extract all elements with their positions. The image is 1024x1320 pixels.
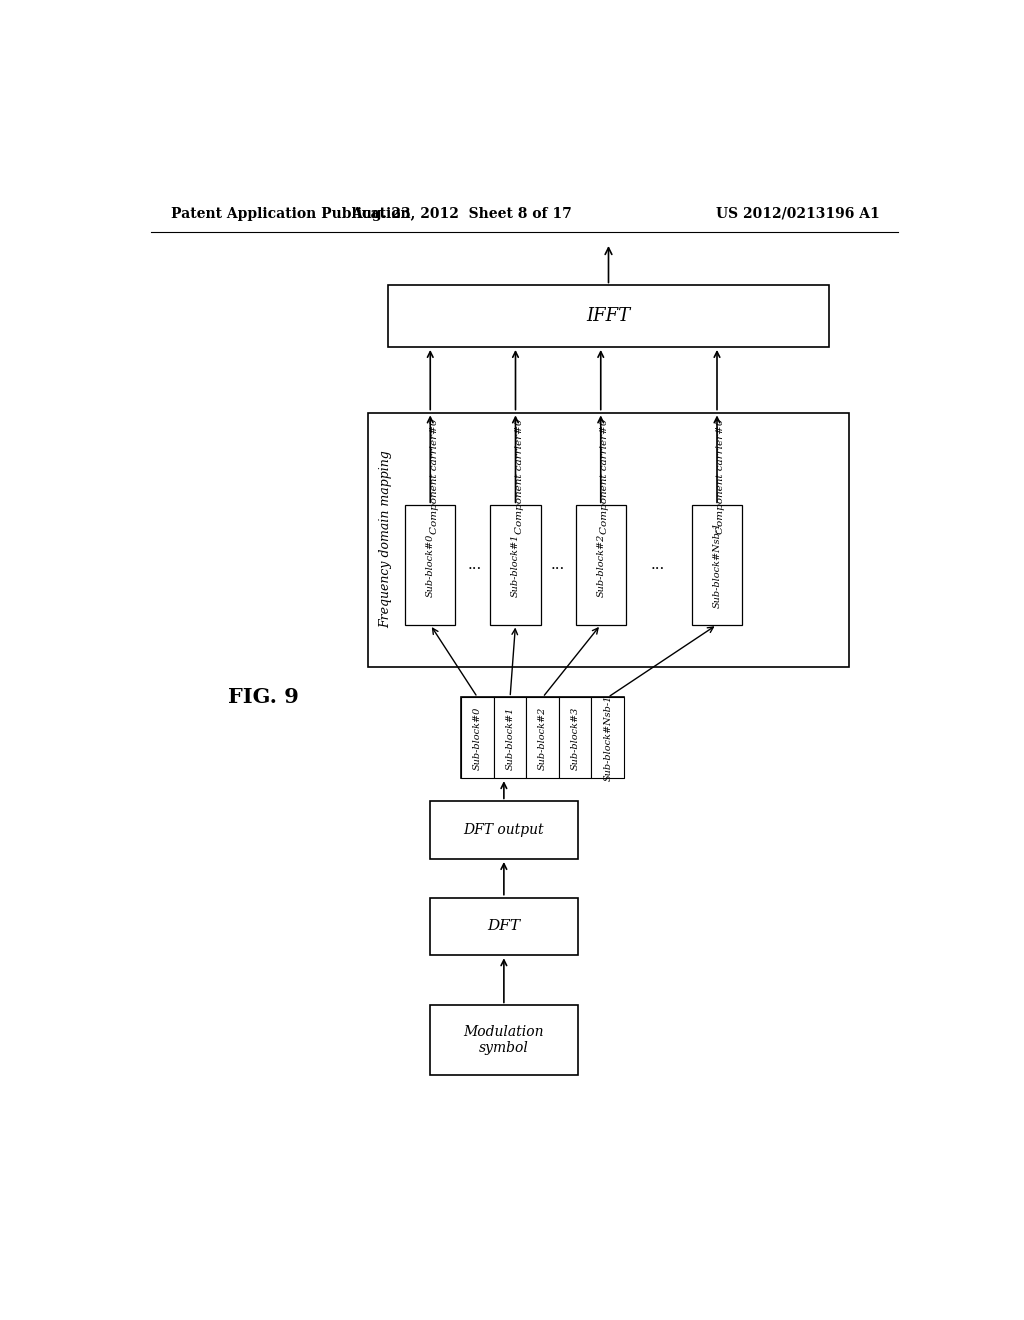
Text: Sub-block#0: Sub-block#0 — [426, 533, 435, 597]
Bar — [369, 412, 849, 667]
Text: ...: ... — [468, 558, 482, 572]
Text: Frequency domain mapping: Frequency domain mapping — [379, 450, 392, 628]
Text: FIG. 9: FIG. 9 — [228, 688, 299, 708]
Text: Sub-block#Nsb-1: Sub-block#Nsb-1 — [713, 521, 722, 609]
Text: Sub-block#2: Sub-block#2 — [539, 706, 547, 770]
Text: Sub-block#0: Sub-block#0 — [473, 706, 482, 770]
Text: IFFT: IFFT — [587, 308, 631, 325]
Text: Component carrier#0: Component carrier#0 — [515, 418, 524, 533]
Bar — [575, 506, 626, 624]
Text: Sub-block#1: Sub-block#1 — [506, 706, 515, 770]
Text: DFT output: DFT output — [464, 824, 544, 837]
Bar — [406, 506, 456, 624]
Text: Aug. 23, 2012  Sheet 8 of 17: Aug. 23, 2012 Sheet 8 of 17 — [351, 207, 571, 220]
Text: DFT: DFT — [487, 920, 520, 933]
Text: US 2012/0213196 A1: US 2012/0213196 A1 — [716, 207, 880, 220]
Bar — [461, 697, 494, 779]
Bar — [526, 697, 559, 779]
Text: Patent Application Publication: Patent Application Publication — [171, 207, 411, 220]
Bar — [592, 697, 624, 779]
Text: Sub-block#2: Sub-block#2 — [596, 533, 605, 597]
Bar — [692, 506, 742, 624]
Bar — [430, 801, 578, 859]
Text: Component carrier#0: Component carrier#0 — [717, 418, 725, 533]
Text: ...: ... — [650, 558, 665, 572]
Bar — [388, 285, 829, 347]
Bar — [430, 1006, 578, 1074]
Bar — [490, 506, 541, 624]
Bar — [494, 697, 526, 779]
Text: Modulation
symbol: Modulation symbol — [464, 1024, 544, 1055]
Bar — [430, 898, 578, 956]
Text: ...: ... — [551, 558, 565, 572]
Text: Component carrier#0: Component carrier#0 — [430, 418, 438, 533]
Text: Component carrier#0: Component carrier#0 — [600, 418, 609, 533]
Text: Sub-block#1: Sub-block#1 — [511, 533, 520, 597]
Text: Sub-block#3: Sub-block#3 — [570, 706, 580, 770]
Text: Sub-block#Nsb-1: Sub-block#Nsb-1 — [603, 694, 612, 781]
Bar — [461, 697, 624, 779]
Bar — [559, 697, 592, 779]
